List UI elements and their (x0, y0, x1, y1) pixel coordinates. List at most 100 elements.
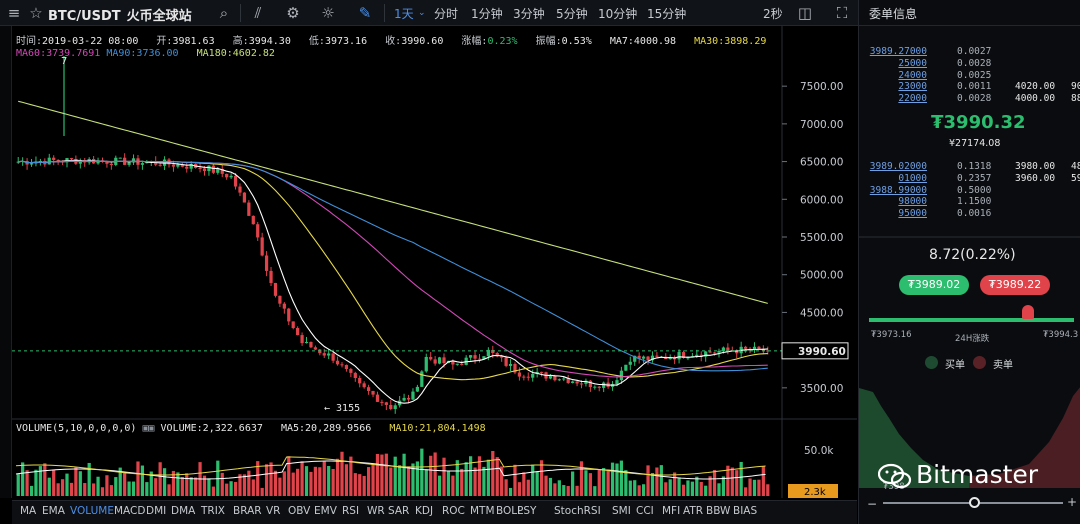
volume-bar (87, 462, 91, 496)
menu-icon[interactable]: ≡ (7, 4, 21, 22)
indicator-psy[interactable]: PSY (517, 505, 537, 517)
close-label: 收: (385, 36, 402, 47)
volume-bar (664, 482, 668, 496)
timeframe-10m[interactable]: 10分钟 (598, 7, 638, 21)
search-icon[interactable]: ⌕ (219, 4, 229, 22)
indicator-wr[interactable]: WR (367, 505, 385, 517)
zoom-slider-thumb[interactable] (969, 497, 980, 508)
candle-body (198, 167, 202, 169)
volume-bar (673, 472, 677, 496)
indicator-bbw[interactable]: BBW (706, 505, 731, 517)
volume-bar (202, 475, 207, 496)
timeframe-1m[interactable]: 1分钟 (471, 7, 503, 21)
indicator-cci[interactable]: CCI (636, 505, 654, 517)
volume-bar (233, 481, 238, 496)
volume-bar (628, 480, 632, 496)
indicator-ma[interactable]: MA (20, 505, 37, 517)
gear-icon[interactable]: ⚙ (286, 4, 300, 22)
buy-price-button[interactable]: ₮3989.02 (899, 275, 969, 295)
pen-icon[interactable]: ✎ (358, 4, 372, 22)
indicator-mfi[interactable]: MFI (662, 505, 681, 517)
ma180-value: MA180:4602.82 (196, 48, 275, 59)
refresh-interval[interactable]: 2秒 (763, 7, 783, 21)
volume-bar (681, 484, 686, 496)
indicator-ema[interactable]: EMA (42, 505, 65, 517)
volume-bar (455, 460, 459, 496)
ask-amount: 0.0025 (957, 69, 992, 81)
indicator-atr[interactable]: ATR (683, 505, 704, 517)
indicator-macd[interactable]: MACD (114, 505, 146, 517)
candle-body (366, 387, 371, 391)
indicator-brar[interactable]: BRAR (233, 505, 262, 517)
sell-price-button[interactable]: ₮3989.22 (980, 275, 1050, 295)
camera-icon[interactable]: ◫ (797, 4, 813, 22)
star-icon[interactable]: ☆ (29, 4, 43, 22)
indicator-obv[interactable]: OBV (288, 505, 311, 517)
day-change: 8.72(0.22%) (929, 247, 1016, 263)
indicator-vr[interactable]: VR (266, 505, 281, 517)
volume-bar (606, 469, 610, 496)
volume-bar (446, 470, 451, 496)
volume-bar (349, 456, 353, 496)
zoom-out-button[interactable]: − (867, 497, 878, 511)
sun-icon[interactable]: ☼ (321, 4, 335, 22)
candle-body (708, 351, 712, 353)
kline-chart[interactable]: 7500.00 7000.00 6500.00 6000.00 5500.00 5000.… (12, 26, 857, 498)
volume-bar (597, 469, 601, 496)
candle-body (553, 376, 557, 381)
indicator-boll[interactable]: BOLL (496, 505, 523, 517)
indicator-dma[interactable]: DMA (171, 505, 196, 517)
timeframe-3m[interactable]: 3分钟 (513, 7, 545, 21)
ask-price: 25000 (898, 57, 927, 69)
indicator-rsi[interactable]: RSI (342, 505, 360, 517)
volume-bar (615, 463, 619, 496)
indicator-roc[interactable]: ROC (442, 505, 465, 517)
indicator-kdj[interactable]: KDJ (415, 505, 434, 517)
candle-body (304, 341, 309, 344)
volume-bar (460, 468, 464, 496)
timeframe-5m[interactable]: 5分钟 (556, 7, 588, 21)
candle-body (313, 347, 317, 350)
candle-body (420, 371, 424, 387)
volume-bar (140, 465, 145, 496)
candle-body (752, 346, 757, 351)
candle-body (100, 160, 105, 162)
ma-info: MA60:3739.7691 MA90:3736.00 MA180:4602.8… (16, 48, 275, 59)
timeframe-line[interactable]: 分时 (434, 7, 459, 21)
volume-bar (287, 456, 291, 496)
candle-body (340, 364, 344, 366)
indicator-dmi[interactable]: DMI (146, 505, 167, 517)
candle-body (717, 350, 721, 353)
candle-body (686, 357, 690, 359)
candle-body (726, 347, 730, 351)
indicator-volume[interactable]: VOLUME (70, 505, 114, 517)
volume-bar (127, 481, 131, 496)
chevron-down-icon[interactable]: ⌄ (418, 8, 426, 18)
buy-legend-label: 买单 (945, 360, 965, 371)
indicator-emv[interactable]: EMV (314, 505, 337, 517)
volume-bar (562, 485, 566, 496)
volume-bar (539, 460, 544, 496)
timeframe-15m[interactable]: 15分钟 (647, 7, 687, 21)
volume-last-tag (788, 484, 838, 498)
volume-bar (610, 462, 615, 496)
indicator-stochrsi[interactable]: StochRSI (554, 505, 601, 517)
indicator-trix[interactable]: TRIX (201, 505, 225, 517)
candle-body (650, 355, 655, 361)
volume-bar (544, 475, 548, 496)
indicator-sar[interactable]: SAR (388, 505, 410, 517)
candle-body (109, 163, 113, 165)
indicator-bias[interactable]: BIAS (733, 505, 758, 517)
zoom-in-button[interactable]: + (1067, 495, 1078, 509)
timeframe-1d[interactable]: 1天 (394, 7, 414, 21)
volume-settings-icon[interactable]: ▣▣ (142, 423, 155, 434)
volume-bar (393, 456, 397, 496)
ohlc-info: 时间:2019-03-22 08:00 开:3981.63 高:3994.30 … (16, 32, 766, 47)
fullscreen-icon[interactable]: ⛶ (836, 4, 848, 22)
indicator-smi[interactable]: SMI (612, 505, 631, 517)
candle-body (269, 270, 273, 283)
chart-type-icon[interactable]: ⫽ (254, 4, 262, 22)
indicator-mtm[interactable]: MTM (470, 505, 495, 517)
volume-bar (327, 465, 331, 496)
candle-body (207, 165, 211, 172)
